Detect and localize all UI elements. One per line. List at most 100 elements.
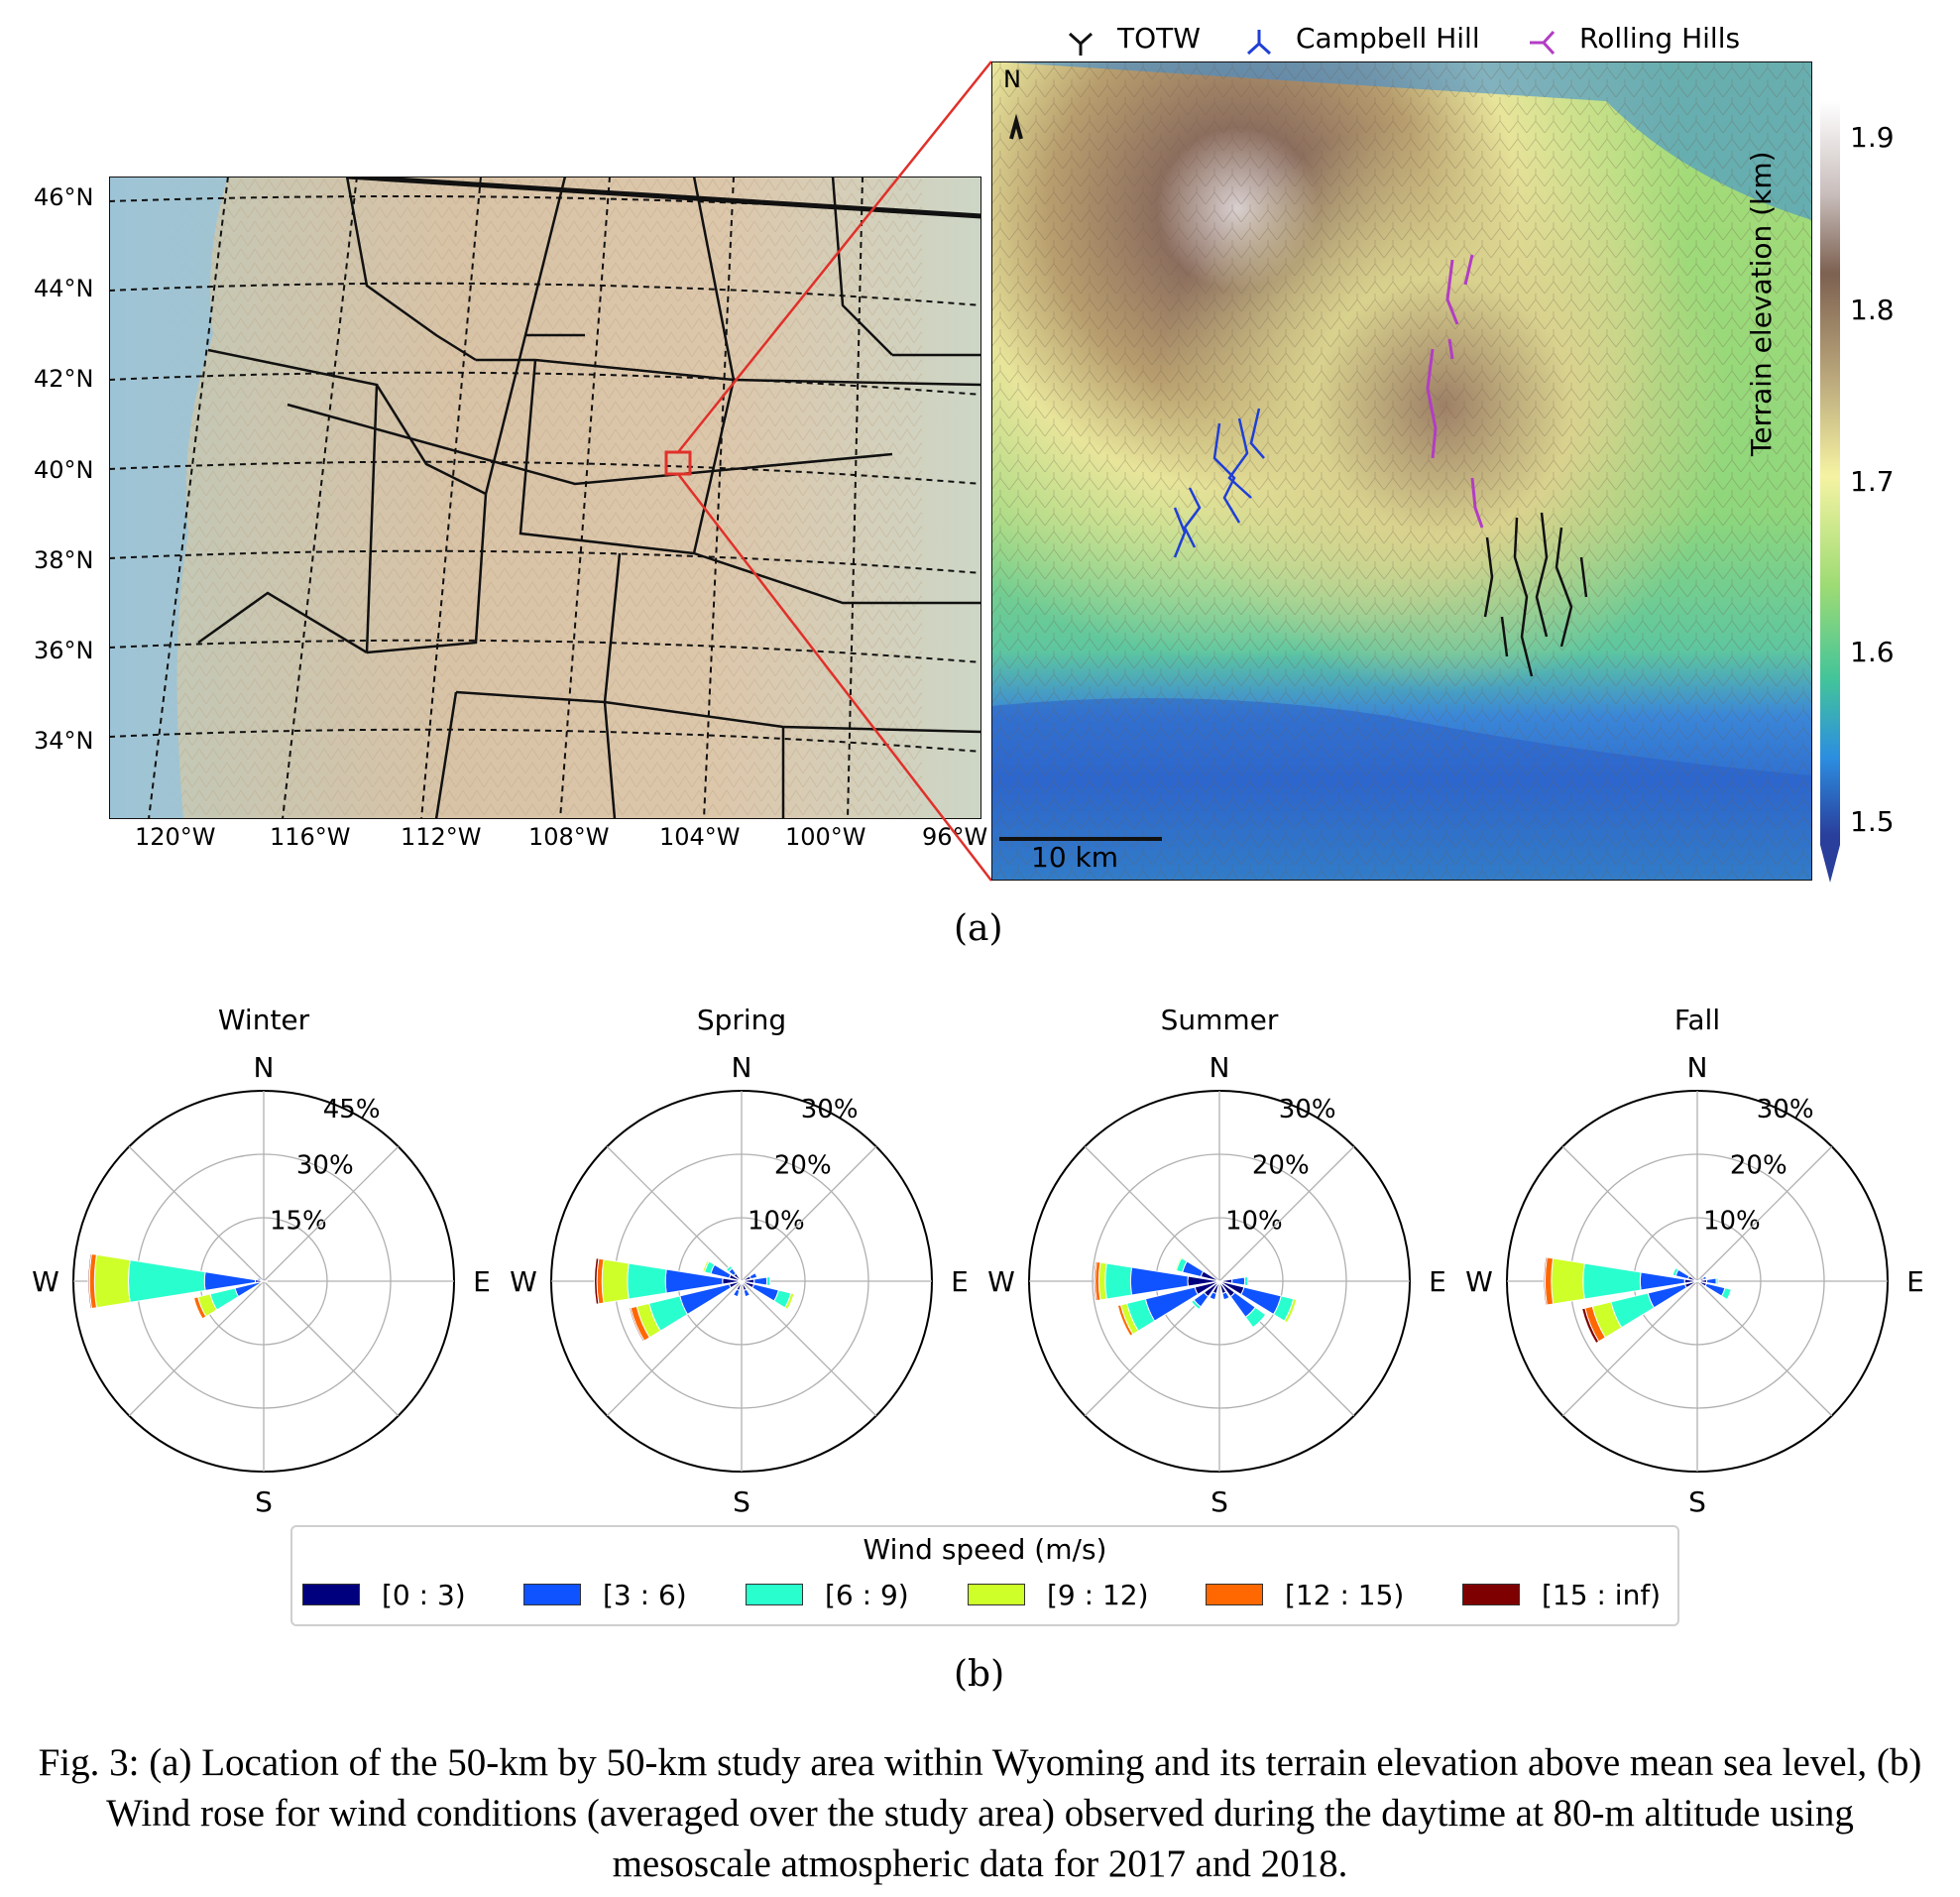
rose-wedge xyxy=(751,1283,779,1302)
terrain-svg xyxy=(990,60,1813,882)
colorbar-tick: 1.6 xyxy=(1850,636,1895,668)
lon-label: 120°W xyxy=(135,823,216,851)
lat-label: 46°N xyxy=(34,183,94,211)
rose-wedge xyxy=(192,1297,203,1321)
scalebar-label: 10 km xyxy=(1031,841,1119,874)
rose-wedge xyxy=(702,1259,710,1273)
colorbar-tick: 1.7 xyxy=(1850,465,1895,498)
compass-label-s: S xyxy=(733,1485,750,1518)
terrain-drainage xyxy=(991,61,1812,881)
compass-label-w: W xyxy=(1465,1265,1493,1298)
colorbar xyxy=(1820,101,1840,883)
legend-swatch xyxy=(968,1584,1025,1605)
legend-swatch xyxy=(523,1584,581,1605)
wind-speed-legend: Wind speed (m/s) [0 : 3) [3 : 6) [6 : 9)… xyxy=(290,1525,1679,1626)
legend-label: [6 : 9) xyxy=(825,1579,909,1611)
rose-wedge xyxy=(93,1253,131,1309)
legend-label: [15 : inf) xyxy=(1542,1579,1662,1611)
rose-grid-spoke xyxy=(263,1145,400,1282)
lon-label: 104°W xyxy=(659,823,741,851)
rose-grid-spoke xyxy=(1696,1145,1833,1282)
rose-wedge xyxy=(1582,1262,1642,1300)
lat-label: 36°N xyxy=(34,637,94,664)
rose-wedge xyxy=(1190,1299,1202,1311)
turbines-campbell-hill xyxy=(1173,408,1265,558)
rose-wedge xyxy=(1672,1266,1679,1277)
compass-label-w: W xyxy=(510,1265,537,1298)
lon-label: 108°W xyxy=(528,823,610,851)
terrain-legend: TOTW Campbell Hill Rolling Hills xyxy=(1066,22,1780,61)
rose-wedge xyxy=(87,1252,92,1310)
legend-swatch xyxy=(746,1584,803,1605)
rose-wedge xyxy=(255,1276,260,1281)
rose-wedge xyxy=(732,1288,741,1298)
rose-grid-spoke xyxy=(741,1145,877,1282)
rose-radial-label: 30% xyxy=(801,1095,859,1125)
rose-radial-label: 30% xyxy=(1757,1095,1814,1125)
lon-label: 112°W xyxy=(401,823,482,851)
panel-b-tag: (b) xyxy=(954,1654,1005,1695)
rose-wedge xyxy=(629,1307,645,1343)
legend-swatch xyxy=(1462,1584,1520,1605)
rose-radial-label: 30% xyxy=(1279,1095,1336,1125)
rose-grid-spoke xyxy=(606,1280,743,1417)
legend-label: [9 : 12) xyxy=(1047,1579,1149,1611)
colorbar-label: Terrain elevation (km) xyxy=(1745,151,1778,456)
compass-label-e: E xyxy=(1906,1265,1924,1298)
rose-wedge xyxy=(783,1292,795,1311)
colorbar-tick: 1.8 xyxy=(1850,294,1895,326)
compass-label-w: W xyxy=(987,1265,1015,1298)
legend-swatch xyxy=(302,1584,360,1605)
state-borders xyxy=(197,176,982,820)
rose-wedge xyxy=(128,1259,206,1303)
zoom-connector xyxy=(677,60,992,882)
compass-label-s: S xyxy=(1211,1485,1228,1518)
compass-label-w: W xyxy=(32,1265,59,1298)
compass-label-n: N xyxy=(1687,1051,1708,1084)
rose-wedge xyxy=(1093,1260,1097,1302)
figure-caption: Fig. 3: (a) Location of the 50-km by 50-… xyxy=(38,1741,1922,1885)
wind-rose-panel: Winter 15% 30% 45% N E S W Spring 10% 20% 30% N E S W Su… xyxy=(32,1004,1924,1518)
graticule xyxy=(108,176,982,820)
rose-grid-spoke xyxy=(128,1280,265,1417)
zoom-line-top xyxy=(677,60,992,453)
rose-wedge xyxy=(1209,1291,1217,1301)
rose-radial-label: 20% xyxy=(774,1150,832,1180)
legend-label: [12 : 15) xyxy=(1285,1579,1405,1611)
rose-title: Winter xyxy=(218,1004,310,1036)
rose-wedge xyxy=(1283,1298,1298,1324)
lat-label: 42°N xyxy=(34,365,94,393)
rose-wedge xyxy=(1221,1291,1230,1301)
rose-grid-spoke xyxy=(1218,1145,1355,1282)
ocean xyxy=(109,177,228,819)
rose-wedge xyxy=(627,1262,667,1300)
rose-wedge xyxy=(1705,1277,1717,1285)
rose-radial-label: 45% xyxy=(323,1095,381,1125)
rose-radial-label: 30% xyxy=(296,1150,354,1180)
rose-grid-spoke xyxy=(606,1145,743,1282)
rolling-hills-marker-icon xyxy=(1530,30,1556,56)
rose-grid-spoke xyxy=(1084,1145,1220,1282)
lat-label: 44°N xyxy=(34,275,94,302)
legend-totw-label: TOTW xyxy=(1117,22,1201,55)
rose-grid-spoke xyxy=(1561,1145,1698,1282)
turbines-totw xyxy=(1483,512,1588,677)
colorbar-tick: 1.9 xyxy=(1850,121,1895,154)
rose-grid-spoke xyxy=(128,1145,265,1282)
colorbar-svg xyxy=(1820,101,1840,883)
rose-grid-spoke xyxy=(1561,1280,1698,1417)
compass-label-s: S xyxy=(1688,1485,1706,1518)
colorbar-tick: 1.5 xyxy=(1850,805,1895,838)
regional-map xyxy=(108,174,982,820)
north-arrow-icon xyxy=(1009,113,1023,140)
rose-wedge xyxy=(1551,1257,1585,1305)
legend-rolling-hills-label: Rolling Hills xyxy=(1579,22,1741,55)
rose-wedge xyxy=(1701,1275,1707,1281)
lat-label: 40°N xyxy=(34,456,94,484)
rose-wedge xyxy=(725,1264,734,1273)
lon-label: 96°W xyxy=(922,823,988,851)
rose-wedge xyxy=(1720,1287,1732,1301)
rose-radial-label: 10% xyxy=(748,1207,805,1237)
totw-marker-icon xyxy=(1068,32,1094,56)
rose-title: Summer xyxy=(1161,1004,1279,1036)
